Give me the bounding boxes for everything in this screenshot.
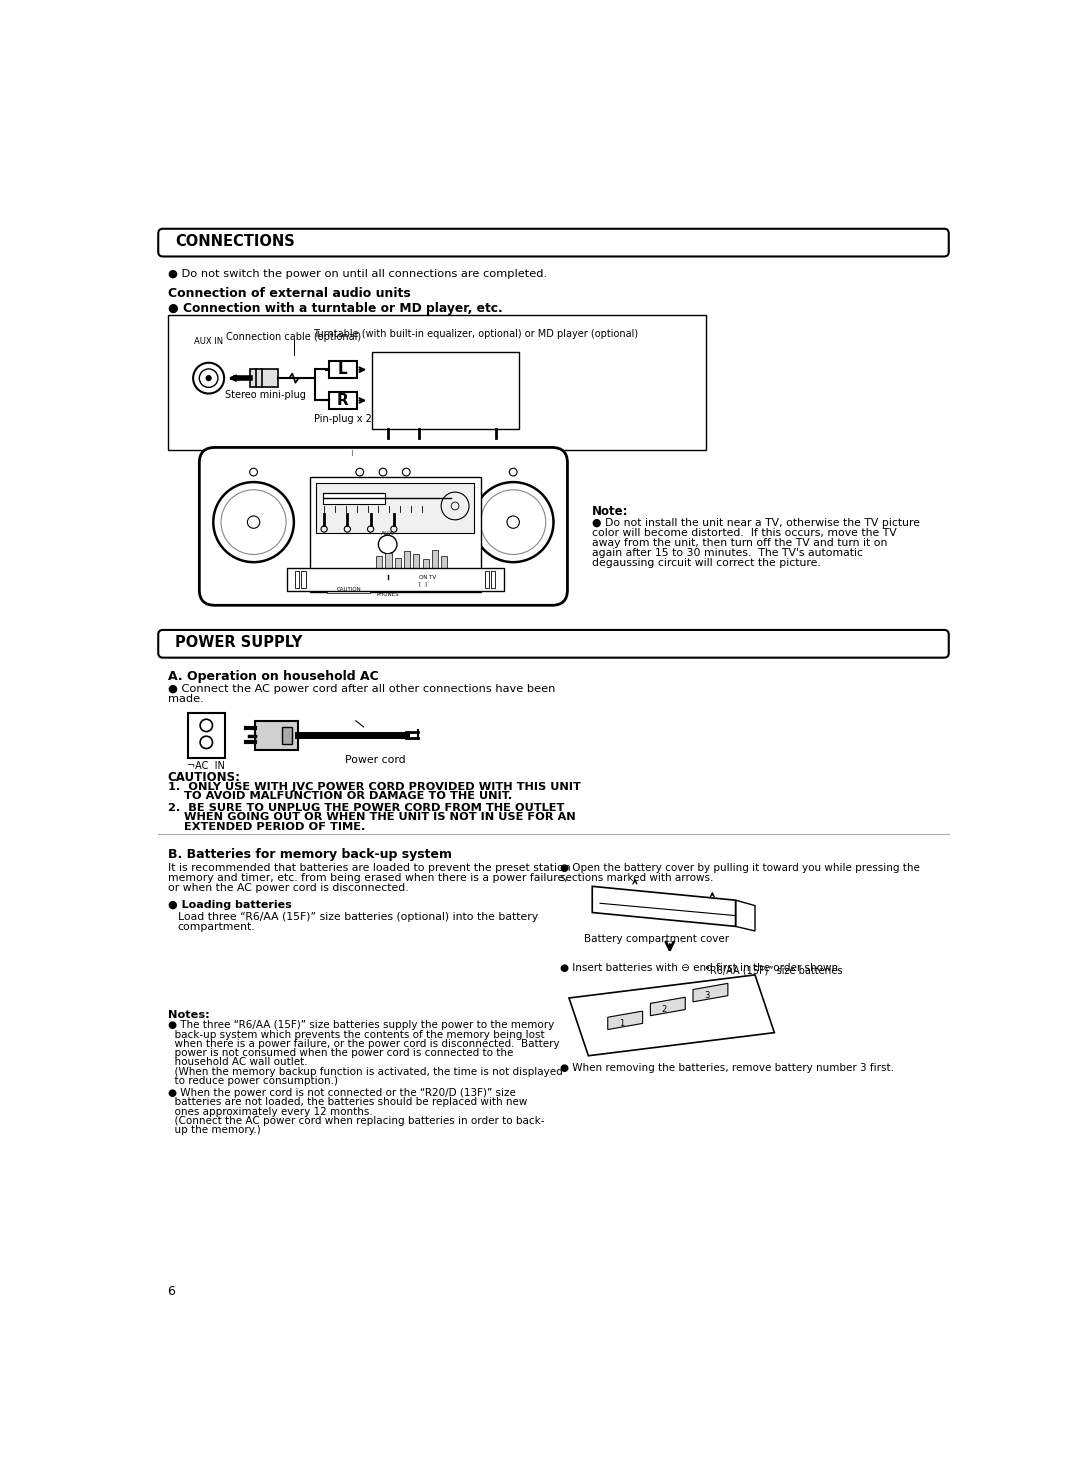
- Bar: [404, 551, 410, 570]
- Text: ● Connection with a turntable or MD player, etc.: ● Connection with a turntable or MD play…: [167, 301, 502, 315]
- Text: ● Open the battery cover by pulling it toward you while pressing the: ● Open the battery cover by pulling it t…: [559, 863, 919, 873]
- Bar: [188, 713, 225, 757]
- Bar: [249, 369, 278, 388]
- Text: ON TV
[  ]: ON TV [ ]: [419, 575, 435, 587]
- Text: ● When removing the batteries, remove battery number 3 first.: ● When removing the batteries, remove ba…: [559, 1063, 894, 1073]
- Text: 3: 3: [704, 991, 710, 1000]
- Text: 1: 1: [619, 1019, 624, 1028]
- Text: Stereo mini-plug: Stereo mini-plug: [225, 391, 306, 400]
- Bar: [310, 476, 481, 592]
- Text: again after 15 to 30 minutes.  The TV's automatic: again after 15 to 30 minutes. The TV's a…: [592, 547, 863, 557]
- Text: away from the unit, then turn off the TV and turn it on: away from the unit, then turn off the TV…: [592, 538, 888, 547]
- Text: ● Do not switch the power on until all connections are completed.: ● Do not switch the power on until all c…: [167, 269, 546, 279]
- Text: EXTENDED PERIOD OF TIME.: EXTENDED PERIOD OF TIME.: [167, 822, 365, 832]
- Text: Turntable (with built-in equalizer, optional) or MD player (optional): Turntable (with built-in equalizer, opti…: [313, 329, 638, 340]
- Text: batteries are not loaded, the batteries should be replaced with new: batteries are not loaded, the batteries …: [167, 1097, 527, 1107]
- Circle shape: [205, 375, 212, 381]
- Text: ● Connect the AC power cord after all other connections have been: ● Connect the AC power cord after all ot…: [167, 684, 555, 694]
- Text: to reduce power consumption.): to reduce power consumption.): [167, 1076, 338, 1086]
- Bar: [376, 556, 382, 570]
- Text: CAUTIONS:: CAUTIONS:: [167, 770, 241, 784]
- Text: ones approximately every 12 months.: ones approximately every 12 months.: [167, 1107, 373, 1117]
- Bar: [485, 572, 489, 588]
- Text: color will become distorted.  If this occurs, move the TV: color will become distorted. If this occ…: [592, 528, 897, 538]
- Bar: [316, 482, 474, 534]
- Bar: [323, 492, 384, 504]
- Text: AUX IN: AUX IN: [194, 337, 224, 345]
- Bar: [394, 557, 401, 570]
- Text: household AC wall outlet.: household AC wall outlet.: [167, 1057, 307, 1067]
- Bar: [422, 559, 429, 570]
- Text: Load three “R6/AA (15F)” size batteries (optional) into the battery: Load three “R6/AA (15F)” size batteries …: [177, 911, 538, 922]
- Text: ● Loading batteries: ● Loading batteries: [167, 900, 292, 910]
- Text: Connection of external audio units: Connection of external audio units: [167, 287, 410, 300]
- Text: or when the AC power cord is disconnected.: or when the AC power cord is disconnecte…: [167, 883, 408, 894]
- Text: back-up system which prevents the contents of the memory being lost: back-up system which prevents the conten…: [167, 1029, 544, 1039]
- Text: Notes:: Notes:: [167, 1010, 210, 1020]
- Text: up the memory.): up the memory.): [167, 1125, 260, 1135]
- Text: A. Operation on household AC: A. Operation on household AC: [167, 670, 378, 684]
- Text: CAUTION: CAUTION: [337, 587, 362, 592]
- Text: (When the memory backup function is activated, the time is not displayed: (When the memory backup function is acti…: [167, 1067, 563, 1076]
- Text: It is recommended that batteries are loaded to prevent the preset station: It is recommended that batteries are loa…: [167, 863, 570, 873]
- Text: Note:: Note:: [592, 506, 629, 519]
- Text: CONNECTIONS: CONNECTIONS: [175, 234, 295, 248]
- Text: ● When the power cord is not connected or the “R20/D (13F)” size: ● When the power cord is not connected o…: [167, 1088, 515, 1098]
- Text: sections marked with arrows.: sections marked with arrows.: [559, 873, 713, 883]
- Text: 6: 6: [167, 1285, 175, 1298]
- Text: ● Do not install the unit near a TV, otherwise the TV picture: ● Do not install the unit near a TV, oth…: [592, 517, 920, 528]
- Bar: [386, 553, 392, 570]
- Bar: [282, 728, 292, 744]
- Text: R: R: [337, 392, 349, 407]
- Text: Power cord: Power cord: [345, 756, 406, 766]
- Bar: [490, 572, 496, 588]
- Bar: [295, 572, 299, 588]
- Text: Connection cable (optional): Connection cable (optional): [227, 332, 362, 343]
- Bar: [373, 351, 519, 429]
- Text: compartment.: compartment.: [177, 922, 255, 932]
- Bar: [167, 315, 706, 450]
- FancyBboxPatch shape: [159, 229, 948, 256]
- Text: memory and timer, etc. from being erased when there is a power failure,: memory and timer, etc. from being erased…: [167, 873, 567, 883]
- Text: when there is a power failure, or the power cord is disconnected.  Battery: when there is a power failure, or the po…: [167, 1039, 559, 1048]
- Bar: [327, 587, 369, 592]
- Text: ¬AC  IN: ¬AC IN: [187, 761, 226, 770]
- Text: POWER SUPPLY: POWER SUPPLY: [175, 635, 302, 650]
- Bar: [328, 392, 356, 409]
- Bar: [441, 556, 447, 570]
- Text: “R6/AA (15F)” size batteries: “R6/AA (15F)” size batteries: [704, 966, 842, 976]
- Bar: [328, 362, 356, 378]
- Text: ● Insert batteries with ⊖ end first in the order shown.: ● Insert batteries with ⊖ end first in t…: [559, 963, 841, 973]
- Text: AUX: AUX: [381, 531, 394, 535]
- Bar: [432, 550, 438, 570]
- Bar: [414, 554, 419, 570]
- Polygon shape: [650, 997, 685, 1016]
- Text: TO AVOID MALFUNCTION OR DAMAGE TO THE UNIT.: TO AVOID MALFUNCTION OR DAMAGE TO THE UN…: [167, 791, 512, 801]
- Text: 2.  BE SURE TO UNPLUG THE POWER CORD FROM THE OUTLET: 2. BE SURE TO UNPLUG THE POWER CORD FROM…: [167, 803, 564, 813]
- Text: power is not consumed when the power cord is connected to the: power is not consumed when the power cor…: [167, 1048, 513, 1058]
- Bar: [287, 569, 504, 591]
- Text: ● The three “R6/AA (15F)” size batteries supply the power to the memory: ● The three “R6/AA (15F)” size batteries…: [167, 1020, 554, 1030]
- Text: Battery compartment cover: Battery compartment cover: [584, 933, 730, 944]
- Bar: [301, 572, 306, 588]
- Bar: [255, 720, 298, 750]
- Text: (Connect the AC power cord when replacing batteries in order to back-: (Connect the AC power cord when replacin…: [167, 1116, 544, 1126]
- Polygon shape: [693, 983, 728, 1003]
- Polygon shape: [608, 1011, 643, 1029]
- Text: PHONES: PHONES: [376, 592, 399, 597]
- Text: made.: made.: [167, 694, 203, 704]
- Text: 2: 2: [662, 1005, 667, 1014]
- Text: Pin-plug x 2: Pin-plug x 2: [314, 413, 372, 423]
- Text: L: L: [338, 362, 348, 376]
- Text: WHEN GOING OUT OR WHEN THE UNIT IS NOT IN USE FOR AN: WHEN GOING OUT OR WHEN THE UNIT IS NOT I…: [167, 813, 576, 822]
- Text: 1.  ONLY USE WITH JVC POWER CORD PROVIDED WITH THIS UNIT: 1. ONLY USE WITH JVC POWER CORD PROVIDED…: [167, 782, 580, 792]
- Text: degaussing circuit will correct the picture.: degaussing circuit will correct the pict…: [592, 557, 821, 567]
- FancyBboxPatch shape: [200, 447, 567, 606]
- FancyBboxPatch shape: [159, 631, 948, 657]
- Text: B. Batteries for memory back-up system: B. Batteries for memory back-up system: [167, 848, 451, 861]
